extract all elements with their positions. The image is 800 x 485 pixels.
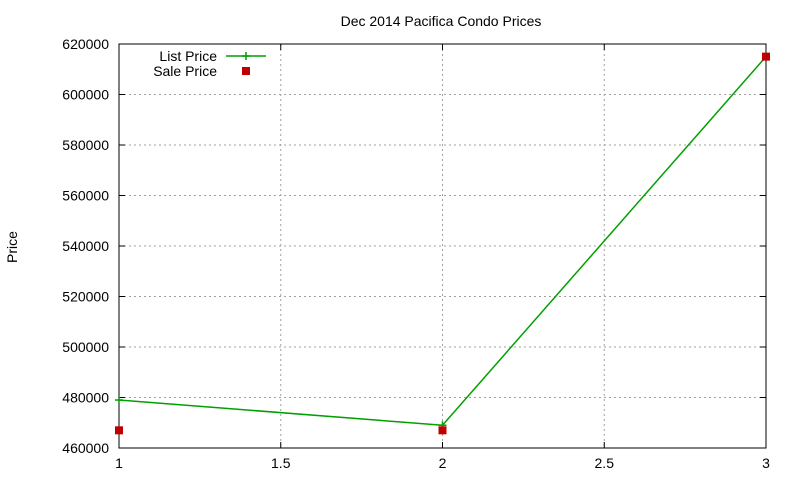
grid-layer — [119, 44, 766, 448]
y-axis-label: Price — [4, 231, 20, 263]
y-tick-label: 480000 — [62, 390, 109, 406]
y-tick-label: 500000 — [62, 339, 109, 355]
x-tick-label: 1.5 — [271, 455, 291, 471]
x-tick-label: 1 — [115, 455, 123, 471]
sale-price-point — [115, 426, 123, 435]
sale-price-point — [762, 52, 770, 61]
ticks-layer: 1 1.5 2 2.5 3 460000 480000 500000 520000 540000 5… — [62, 36, 770, 471]
y-tick-label: 580000 — [62, 137, 109, 153]
legend-swatch-sale-price — [242, 67, 250, 75]
sale-price-point — [438, 426, 447, 435]
legend-marker-list-price — [242, 52, 250, 60]
list-price-point — [115, 396, 123, 405]
y-tick-label: 520000 — [62, 289, 109, 305]
y-tick-label: 460000 — [62, 440, 109, 456]
legend-label-list-price: List Price — [159, 48, 217, 64]
y-tick-label: 620000 — [62, 36, 109, 52]
series-layer — [115, 52, 770, 435]
x-tick-label: 2 — [439, 455, 447, 471]
y-tick-label: 540000 — [62, 238, 109, 254]
y-tick-label: 600000 — [62, 87, 109, 103]
x-tick-label: 3 — [762, 455, 770, 471]
legend-label-sale-price: Sale Price — [153, 63, 217, 79]
chart-title: Dec 2014 Pacifica Condo Prices — [341, 13, 542, 29]
y-tick-label: 560000 — [62, 188, 109, 204]
x-tick-label: 2.5 — [595, 455, 615, 471]
